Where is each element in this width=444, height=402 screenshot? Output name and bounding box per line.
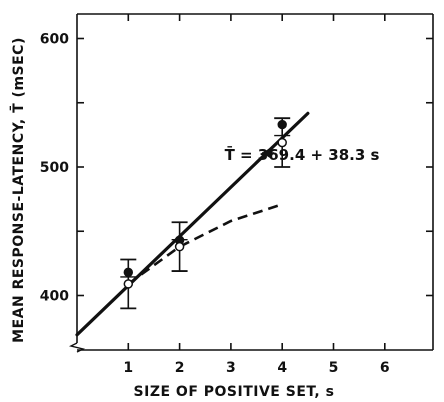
y-axis-title: MEAN RESPONSE-LATENCY, T̄ (mSEC) xyxy=(8,37,27,343)
y-tick-label: 400 xyxy=(40,289,69,305)
x-tick-label: 2 xyxy=(175,360,185,376)
tick-labels: 1 2 3 4 5 6 400 500 600 xyxy=(40,32,390,377)
open-point xyxy=(123,279,134,289)
dashed-series-line xyxy=(127,203,283,285)
y-tick-label: 500 xyxy=(40,160,69,176)
x-tick-label: 6 xyxy=(380,360,390,376)
filled-point xyxy=(277,119,287,130)
dashed-series-group xyxy=(127,203,283,285)
y-axis-break xyxy=(68,342,86,353)
x-tick-label: 5 xyxy=(329,360,339,376)
annotation-arrow-head xyxy=(262,148,270,158)
x-tick-label: 1 xyxy=(123,360,133,376)
fit-equation-label: T̄ = 369.4 + 38.3 s xyxy=(225,144,380,164)
x-axis-title: SIZE OF POSITIVE SET, s xyxy=(134,384,335,400)
plot-frame xyxy=(68,13,434,353)
filled-point xyxy=(123,267,134,278)
y-tick-label: 600 xyxy=(40,32,69,48)
x-tick-label: 4 xyxy=(277,360,287,376)
annotation-group xyxy=(262,148,274,158)
axis-ticks xyxy=(77,14,433,350)
data-points xyxy=(123,119,287,289)
x-tick-label: 3 xyxy=(226,360,236,376)
open-point xyxy=(277,137,287,148)
open-point xyxy=(174,241,185,252)
